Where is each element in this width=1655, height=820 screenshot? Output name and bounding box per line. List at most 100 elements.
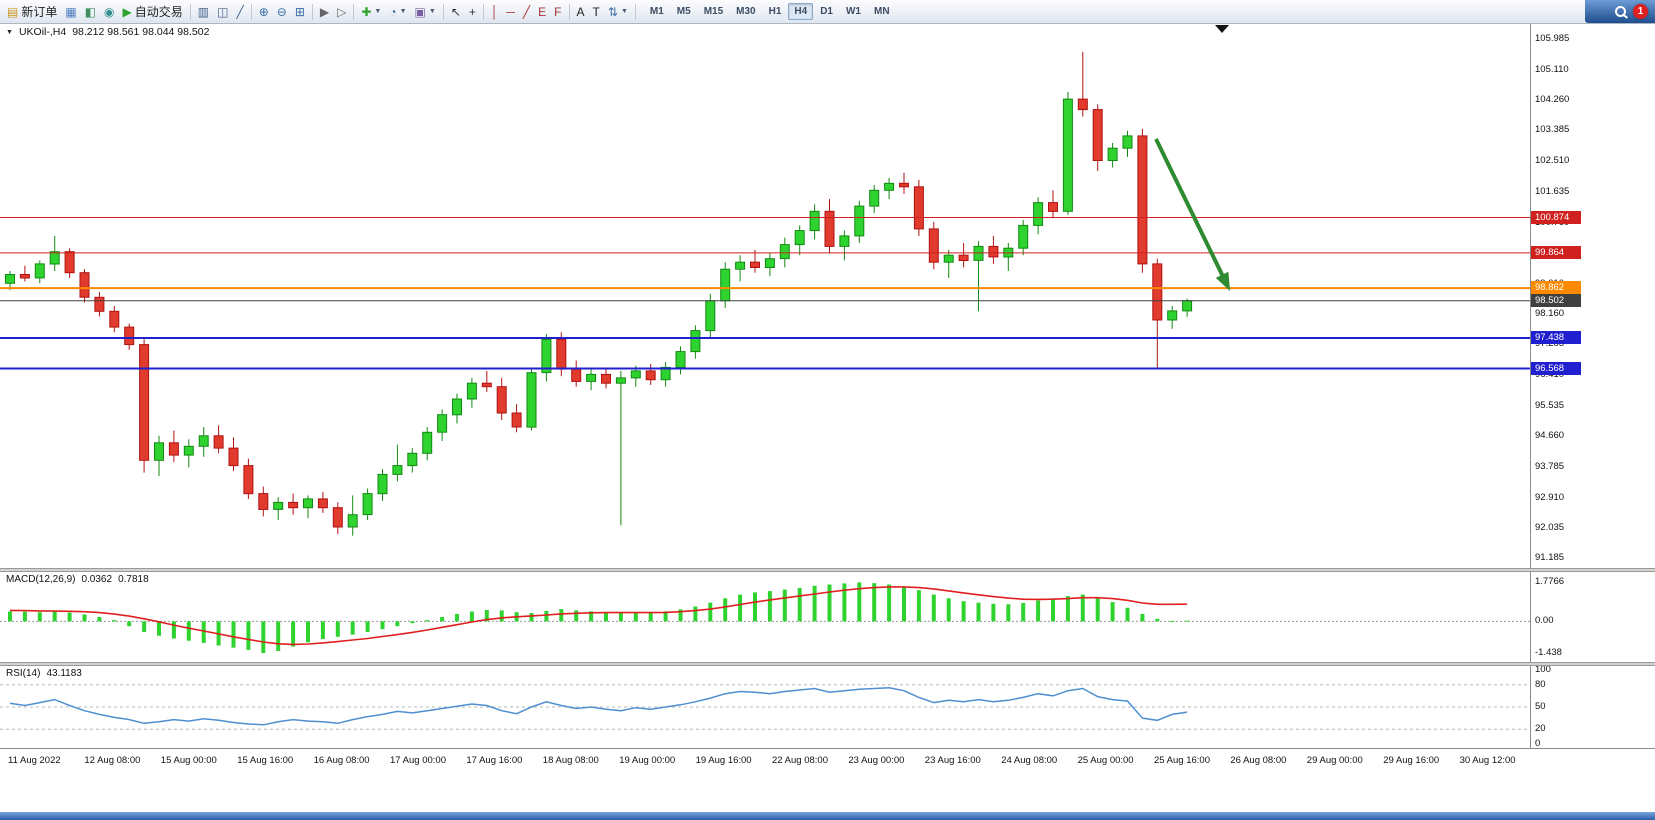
horizontal-line-button[interactable]: ─ <box>502 1 519 22</box>
templates-button[interactable]: ▣ ▼ <box>411 1 440 22</box>
toolbar-separator <box>250 3 252 20</box>
rsi-tick-label: 0 <box>1535 738 1541 749</box>
profiles-button[interactable]: ◧ <box>81 1 100 22</box>
chart-shift-button[interactable]: ▷ <box>333 1 350 22</box>
candlestick-chart[interactable] <box>0 23 1530 568</box>
price-level-tag[interactable]: 100.874 <box>1531 210 1581 224</box>
timeframe-m15[interactable]: M15 <box>703 6 724 17</box>
toolbar-separator <box>482 3 484 20</box>
vertical-line-button[interactable]: │ <box>487 1 503 22</box>
rsi-tick-label: 20 <box>1535 723 1546 735</box>
horizontal-levels[interactable] <box>0 217 1530 370</box>
price-level-tag[interactable]: 97.438 <box>1531 331 1581 344</box>
macd-name: MACD(12,26,9) <box>6 574 76 585</box>
timeframe-m5[interactable]: M5 <box>676 6 691 17</box>
panel-divider-macd[interactable] <box>0 568 1655 572</box>
rsi-panel[interactable] <box>0 666 1530 748</box>
toolbar-right: 1 <box>1585 0 1655 23</box>
rsi-name: RSI(14) <box>6 668 41 679</box>
timeframe-d1[interactable]: D1 <box>820 6 833 17</box>
price-level-tag[interactable]: 98.502 <box>1531 293 1581 307</box>
cursor-button[interactable]: ↖ <box>447 1 465 22</box>
time-tick-label: 16 Aug 08:00 <box>313 755 370 766</box>
market-watch-button[interactable]: ◉ <box>100 1 118 22</box>
macd-histogram <box>8 582 1190 653</box>
price-axis[interactable]: 105.985 105.110 104.260 103.385 102.510 101.6… <box>1530 23 1655 749</box>
line-chart-icon: ╱ <box>236 4 244 19</box>
profiles-icon: ◧ <box>84 4 97 19</box>
auto-scroll-button[interactable]: ▶ <box>316 1 333 22</box>
equidistant-channel-button[interactable]: E <box>534 1 550 22</box>
new-order-button[interactable]: ▤ 新订单 <box>3 1 61 22</box>
toolbar: ▤ 新订单 ▦ ◧ ◉ ▶ 自动交易 ▥ ◫ ╱ ⊕ ⊖ ⊞ ▶ ▷ ✚ ▼ ◔ ▼ ▣ ▼ ↖ + │ ─ ╱ E F A T ⇅ ▼ M1… <box>0 0 1655 24</box>
time-tick-label: 12 Aug 08:00 <box>84 755 141 766</box>
periods-button[interactable]: ◔ ▼ <box>385 1 410 22</box>
time-tick-label: 25 Aug 00:00 <box>1077 755 1134 766</box>
cursor-icon: ↖ <box>450 4 461 19</box>
rsi-tick-label: 80 <box>1535 678 1546 690</box>
timeframe-w1[interactable]: W1 <box>845 6 861 17</box>
rsi-tick-label: 50 <box>1535 701 1546 712</box>
chevron-down-icon: ▼ <box>374 8 382 15</box>
trendline-button[interactable]: ╱ <box>519 1 534 22</box>
time-tick-label: 29 Aug 00:00 <box>1306 755 1363 766</box>
timeframe-m1[interactable]: M1 <box>649 6 664 17</box>
notification-badge[interactable]: 1 <box>1633 4 1648 19</box>
autotrading-button[interactable]: ▶ 自动交易 <box>119 1 187 22</box>
macd-tick-label: 0.00 <box>1535 615 1554 627</box>
bar-chart-button[interactable]: ▥ <box>194 1 213 22</box>
time-tick-label: 25 Aug 16:00 <box>1154 755 1210 766</box>
time-tick-label: 26 Aug 08:00 <box>1230 755 1287 766</box>
price-tick-label: 92.035 <box>1535 522 1565 534</box>
price-tick-label: 91.185 <box>1535 552 1565 564</box>
timeframe-m30[interactable]: M30 <box>736 6 756 17</box>
zoom-in-button[interactable]: ⊕ <box>255 1 273 22</box>
time-axis[interactable]: 11 Aug 2022 12 Aug 08:00 15 Aug 00:00 15 Au… <box>0 748 1655 775</box>
time-tick-label: 17 Aug 16:00 <box>466 755 523 766</box>
search-icon[interactable] <box>1615 6 1626 17</box>
text-tool-button[interactable]: A <box>573 1 589 22</box>
price-tick-label: 105.110 <box>1535 63 1569 75</box>
fibonacci-button[interactable]: F <box>550 1 565 22</box>
trend-arrow-head <box>1215 271 1230 291</box>
crosshair-button[interactable]: + <box>465 1 480 22</box>
rsi-value: 43.1183 <box>46 668 82 679</box>
candlestick-chart-icon: ◫ <box>217 4 229 19</box>
arrows-tool-button[interactable]: ⇅ ▼ <box>604 1 632 22</box>
line-chart-button[interactable]: ╱ <box>232 1 247 22</box>
autotrading-icon: ▶ <box>122 4 132 19</box>
timeframe-h4[interactable]: H4 <box>788 3 814 20</box>
price-level-tag[interactable]: 98.862 <box>1531 281 1581 295</box>
horizontal-line-icon: ─ <box>506 4 515 19</box>
chart-window-button[interactable]: ▦ <box>61 1 80 22</box>
indicators-button[interactable]: ✚ ▼ <box>357 1 385 22</box>
toolbar-separator <box>634 3 636 20</box>
zoom-out-button[interactable]: ⊖ <box>273 1 291 22</box>
chevron-down-icon: ▼ <box>399 8 407 15</box>
chevron-down-icon[interactable]: ▼ <box>6 28 13 36</box>
trend-arrow-annotation[interactable] <box>1154 138 1226 280</box>
new-order-icon: ▤ <box>7 4 19 19</box>
fibonacci-icon: F <box>554 4 562 19</box>
macd-panel[interactable] <box>0 572 1530 662</box>
time-tick-label: 30 Aug 12:00 <box>1459 755 1516 766</box>
toolbar-separator <box>442 3 444 20</box>
text-tool-icon: A <box>576 4 585 19</box>
tile-windows-button[interactable]: ⊞ <box>291 1 309 22</box>
timeframe-h1[interactable]: H1 <box>768 6 782 17</box>
price-tick-label: 95.535 <box>1535 399 1565 411</box>
timeframe-mn[interactable]: MN <box>873 6 890 17</box>
panel-divider-rsi[interactable] <box>0 662 1655 666</box>
chart-shift-marker[interactable] <box>1215 25 1229 33</box>
auto-scroll-icon: ▶ <box>319 4 330 19</box>
text-label-button[interactable]: T <box>589 1 604 22</box>
price-level-tag[interactable]: 99.864 <box>1531 245 1581 259</box>
price-tick-label: 104.260 <box>1535 93 1570 105</box>
price-tick-label: 94.660 <box>1535 430 1565 442</box>
chart-window-icon: ▦ <box>65 4 77 19</box>
candlestick-chart-button[interactable]: ◫ <box>213 1 232 22</box>
price-level-tag[interactable]: 96.568 <box>1531 361 1581 375</box>
zoom-out-icon: ⊖ <box>276 4 287 19</box>
toolbar-separator <box>311 3 313 20</box>
